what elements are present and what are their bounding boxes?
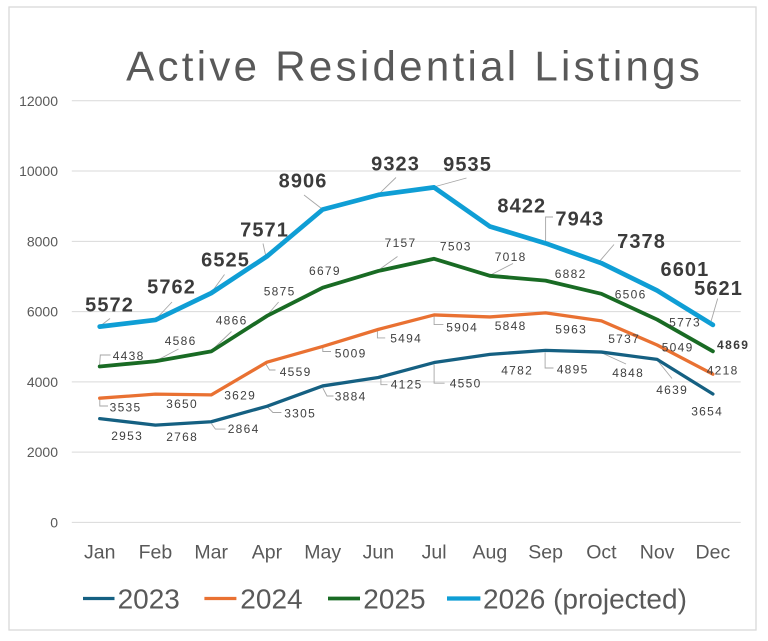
- svg-text:5572: 5572: [85, 294, 134, 316]
- svg-text:5963: 5963: [555, 323, 587, 337]
- svg-text:3650: 3650: [166, 397, 198, 411]
- svg-text:7378: 7378: [617, 231, 666, 253]
- svg-text:7943: 7943: [555, 208, 604, 230]
- svg-text:4559: 4559: [280, 365, 312, 379]
- svg-text:6679: 6679: [309, 264, 341, 278]
- svg-text:Aug: Aug: [473, 541, 508, 563]
- svg-text:3305: 3305: [284, 406, 316, 420]
- svg-text:4639: 4639: [656, 383, 688, 397]
- svg-text:2000: 2000: [27, 444, 58, 460]
- svg-text:3629: 3629: [224, 388, 256, 402]
- svg-text:Mar: Mar: [194, 541, 228, 563]
- svg-text:Sep: Sep: [528, 541, 563, 563]
- svg-text:9535: 9535: [443, 154, 492, 176]
- svg-text:5848: 5848: [495, 319, 527, 333]
- svg-text:4125: 4125: [391, 377, 423, 391]
- svg-text:4550: 4550: [450, 377, 482, 391]
- svg-text:9323: 9323: [371, 153, 420, 175]
- svg-text:7503: 7503: [440, 240, 472, 254]
- svg-text:6506: 6506: [615, 287, 647, 301]
- svg-text:8906: 8906: [279, 170, 328, 192]
- svg-text:4438: 4438: [113, 349, 145, 363]
- svg-text:4848: 4848: [612, 366, 644, 380]
- svg-text:6601: 6601: [660, 259, 709, 281]
- svg-text:3535: 3535: [110, 401, 142, 415]
- svg-text:5737: 5737: [608, 332, 640, 346]
- svg-text:5621: 5621: [694, 278, 743, 300]
- svg-text:Jan: Jan: [84, 541, 115, 563]
- svg-text:5773: 5773: [669, 316, 701, 330]
- svg-text:4000: 4000: [27, 374, 58, 390]
- svg-text:4866: 4866: [216, 313, 248, 327]
- svg-text:7157: 7157: [385, 236, 417, 250]
- svg-text:May: May: [304, 541, 341, 563]
- svg-text:7571: 7571: [240, 219, 289, 241]
- svg-text:4586: 4586: [165, 334, 197, 348]
- svg-text:Apr: Apr: [252, 541, 283, 563]
- svg-text:3654: 3654: [691, 404, 723, 418]
- svg-text:4895: 4895: [557, 362, 589, 376]
- svg-text:8422: 8422: [497, 195, 546, 217]
- svg-text:2025: 2025: [363, 583, 425, 614]
- svg-text:5009: 5009: [335, 346, 367, 360]
- svg-text:5049: 5049: [662, 340, 694, 354]
- svg-text:5904: 5904: [446, 320, 478, 334]
- svg-text:Feb: Feb: [139, 541, 173, 563]
- svg-text:6882: 6882: [555, 267, 587, 281]
- svg-text:Jun: Jun: [363, 541, 394, 563]
- svg-text:5762: 5762: [147, 276, 196, 298]
- svg-text:0: 0: [50, 515, 58, 531]
- svg-text:2864: 2864: [228, 422, 260, 436]
- svg-text:2026 (projected): 2026 (projected): [483, 583, 687, 614]
- svg-text:4869: 4869: [717, 338, 749, 352]
- svg-text:12000: 12000: [19, 93, 58, 109]
- svg-text:5494: 5494: [390, 331, 422, 345]
- svg-text:2024: 2024: [240, 583, 302, 614]
- svg-text:10000: 10000: [19, 163, 58, 179]
- svg-text:Jul: Jul: [422, 541, 447, 563]
- svg-text:Oct: Oct: [586, 541, 617, 563]
- svg-text:Nov: Nov: [640, 541, 675, 563]
- svg-text:4782: 4782: [501, 364, 533, 378]
- svg-text:Active Residential Listings: Active Residential Listings: [126, 43, 703, 90]
- svg-text:6000: 6000: [27, 304, 58, 320]
- svg-text:8000: 8000: [27, 233, 58, 249]
- svg-text:2953: 2953: [111, 429, 143, 443]
- svg-text:6525: 6525: [201, 249, 250, 271]
- svg-text:7018: 7018: [495, 250, 527, 264]
- svg-text:2768: 2768: [166, 430, 198, 444]
- svg-text:3884: 3884: [335, 389, 367, 403]
- svg-text:Dec: Dec: [696, 541, 731, 563]
- svg-text:5875: 5875: [264, 284, 296, 298]
- svg-text:4218: 4218: [707, 363, 739, 377]
- svg-text:2023: 2023: [118, 583, 180, 614]
